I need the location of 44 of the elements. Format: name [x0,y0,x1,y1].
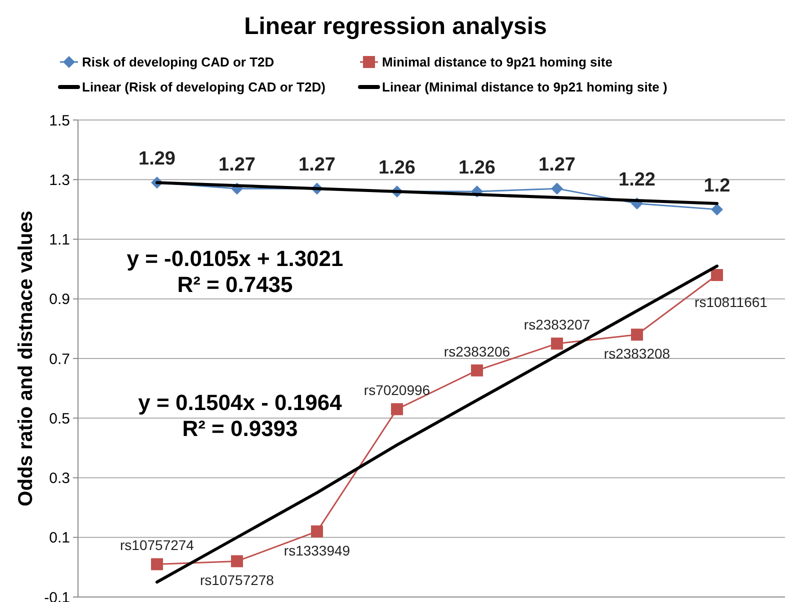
point [551,338,563,350]
data-label: 1.27 [298,154,336,176]
y-tick-label: 0.7 [49,350,70,368]
legend-label: Minimal distance to 9p21 homing site [382,54,612,70]
y-tick-label: 0.3 [49,470,70,487]
point [231,555,243,568]
data-label: 1.26 [378,158,416,179]
annotation: R² = 0.9393 [182,416,298,441]
point [711,269,723,282]
point [471,364,483,376]
annotation: y = -0.0105x + 1.3021 [126,246,344,271]
data-label: rs2383207 [524,316,590,333]
y-tick-label: 0.5 [49,410,70,428]
data-label: 1.29 [138,148,176,170]
data-label: 1.27 [538,154,576,176]
y-tick-label: 0.9 [49,291,70,308]
data-label: 1.27 [218,154,256,176]
data-label: rs7020996 [364,382,430,398]
annotation: R² = 0.7435 [177,272,293,297]
legend-label: Risk of developing CAD or T2D [82,54,274,70]
point [631,328,643,341]
data-label: rs10757274 [120,537,194,554]
data-label: 1.2 [704,175,730,196]
legend-label: Linear (Risk of developing CAD or T2D) [82,80,326,95]
point [551,182,563,195]
data-label: rs10757278 [200,572,274,588]
data-label: 1.22 [618,169,656,190]
chart-title: Linear regression analysis [244,13,547,40]
point [311,525,323,538]
data-label: rs2383206 [444,343,510,360]
y-tick-label: 1.1 [49,232,70,248]
point [711,203,723,216]
y-tick-label: 0.1 [49,530,70,547]
data-label: 1.26 [458,158,496,179]
point [391,403,403,416]
y-tick-label: 1.5 [49,112,70,130]
point [151,558,163,570]
data-label: rs2383208 [604,346,670,362]
y-tick-label: 1.3 [49,172,70,189]
y-axis-title: Odds ratio and distnace values [15,210,37,506]
annotation: y = 0.1504x - 0.1964 [138,390,343,415]
legend-label: Linear (Minimal distance to 9p21 homing site ) [382,80,668,95]
data-label: rs10811661 [694,294,768,310]
data-label: rs1333949 [284,542,350,558]
